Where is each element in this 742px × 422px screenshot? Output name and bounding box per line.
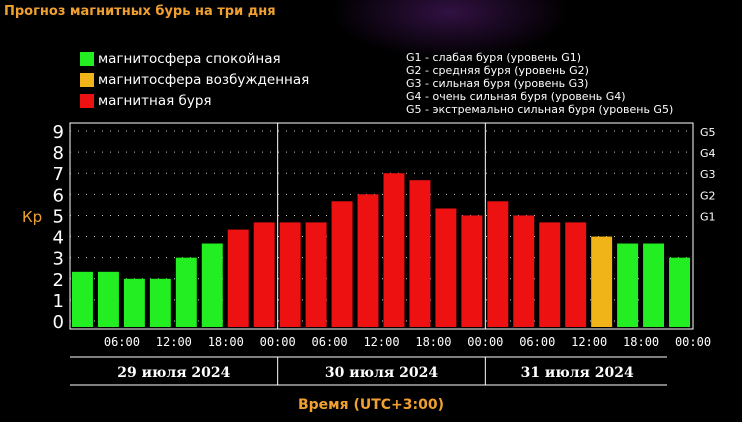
time-tick-label: 00:00 [467, 335, 503, 349]
plot-frame [69, 122, 694, 330]
y-tick-label: 0 [53, 312, 64, 333]
y-tick-label: 4 [53, 228, 64, 249]
y-tick-label: 3 [53, 249, 64, 270]
time-tick-label: 18:00 [208, 335, 244, 349]
time-tick-label: 18:00 [623, 335, 659, 349]
day-label: 31 июля 2024 [521, 365, 634, 381]
storm-level-legend: G1 - слабая буря (уровень G1) G2 - средн… [406, 51, 673, 116]
page-title: Прогноз магнитных бурь на три дня [4, 4, 276, 19]
y-tick-label: 8 [53, 143, 64, 164]
kp-bar [461, 215, 483, 327]
legend-label-quiet: магнитосфера спокойная [98, 50, 281, 67]
g-level-tick-label: G1 [700, 210, 716, 223]
day-label: 30 июля 2024 [325, 365, 438, 381]
kp-bar [175, 257, 197, 327]
day-label: 29 июля 2024 [117, 365, 230, 381]
legend-swatch-quiet [80, 51, 94, 66]
g-level-tick-label: G5 [700, 126, 716, 139]
y-tick-label: 1 [53, 291, 64, 312]
legend-item-active: магнитосфера возбужденная [80, 69, 309, 90]
time-tick-label: 06:00 [104, 335, 140, 349]
legend-label-active: магнитосфера возбужденная [98, 71, 310, 88]
kp-bar [435, 208, 457, 327]
storm-level-g3: G3 - сильная буря (уровень G3) [406, 77, 589, 90]
kp-bar [669, 257, 690, 327]
time-tick-label: 00:00 [260, 335, 296, 349]
kp-bar [383, 173, 405, 327]
kp-bar [617, 243, 639, 327]
time-tick-label: 12:00 [363, 335, 399, 349]
time-tick-label: 18:00 [415, 335, 451, 349]
kp-bar [591, 236, 613, 327]
legend: магнитосфера спокойная магнитосфера возб… [80, 48, 309, 111]
legend-item-quiet: магнитосфера спокойная [80, 48, 309, 69]
time-tick-label: 06:00 [519, 335, 555, 349]
x-axis-title: Время (UTC+3:00) [297, 397, 445, 413]
y-axis-label: Кр [22, 208, 42, 226]
time-tick-label: 12:00 [156, 335, 192, 349]
kp-bar [331, 201, 353, 327]
kp-bar [253, 222, 275, 327]
storm-level-g2: G2 - средняя буря (уровень G2) [406, 64, 589, 77]
kp-bar [409, 180, 431, 327]
time-tick-label: 06:00 [312, 335, 348, 349]
y-tick-label: 5 [53, 206, 64, 227]
kp-bar [97, 271, 119, 327]
time-tick-label: 12:00 [571, 335, 607, 349]
legend-label-storm: магнитная буря [98, 92, 212, 109]
y-tick-label: 2 [53, 270, 64, 291]
kp-bar [643, 243, 665, 327]
kp-bar [565, 222, 587, 327]
kp-bar [123, 278, 145, 327]
y-tick-label: 6 [53, 185, 64, 206]
kp-bar [72, 271, 93, 327]
storm-level-g1: G1 - слабая буря (уровень G1) [406, 51, 582, 64]
legend-swatch-storm [80, 93, 94, 108]
kp-bar [539, 222, 561, 327]
y-tick-label: 7 [53, 164, 64, 185]
kp-bar [513, 215, 535, 327]
kp-bar [305, 222, 327, 327]
time-tick-label: 00:00 [675, 335, 711, 349]
y-tick-label: 9 [53, 122, 64, 143]
kp-bar [279, 222, 301, 327]
kp-bar [201, 243, 223, 327]
g-level-tick-label: G4 [700, 147, 716, 160]
g-level-tick-label: G2 [700, 189, 716, 202]
g-level-tick-label: G3 [700, 168, 716, 181]
storm-level-g5: G5 - экстремально сильная буря (уровень … [406, 103, 674, 116]
legend-swatch-active [80, 72, 94, 87]
kp-bar [227, 229, 249, 327]
legend-item-storm: магнитная буря [80, 90, 309, 111]
storm-level-g4: G4 - очень сильная буря (уровень G4) [406, 90, 626, 103]
kp-bar [357, 194, 379, 327]
kp-bar [149, 278, 171, 327]
kp-bar [487, 201, 509, 327]
